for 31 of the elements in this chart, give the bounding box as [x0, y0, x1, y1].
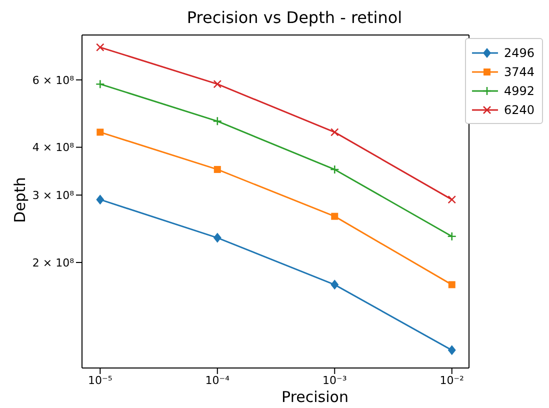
- legend-label: 3744: [504, 64, 535, 78]
- x-tick-label: 10⁻²: [440, 374, 464, 387]
- y-tick-label: 4 × 10⁸: [32, 141, 75, 154]
- point: [330, 128, 339, 136]
- y-tick-label: 3 × 10⁸: [32, 188, 75, 202]
- chart-title: Precision vs Depth - retinol: [186, 8, 404, 27]
- point: [96, 194, 104, 205]
- point: [330, 280, 339, 290]
- legend-label: 2496: [504, 46, 535, 60]
- legend-label: 6240: [504, 102, 535, 116]
- point: [448, 195, 456, 204]
- y-tick-label: 6 × 10⁸: [32, 74, 75, 87]
- point: [96, 79, 105, 89]
- y-tick-label: 2 × 10⁸: [32, 256, 75, 270]
- point: [96, 43, 104, 52]
- point: [214, 166, 221, 173]
- point: [96, 128, 104, 136]
- x-tick-label: 10⁻⁴: [205, 374, 230, 387]
- point: [448, 281, 456, 288]
- legend-label: 4992: [504, 84, 535, 98]
- point: [448, 345, 456, 356]
- point: [447, 232, 457, 242]
- y-axis-title: Depth: [11, 177, 29, 223]
- point: [330, 164, 340, 174]
- point: [213, 232, 222, 243]
- point: [331, 212, 338, 220]
- x-axis-title: Precision: [280, 388, 350, 406]
- point: [213, 80, 222, 88]
- point: [212, 116, 222, 126]
- x-tick-label: 10⁻³: [322, 374, 347, 387]
- x-tick-label: 10⁻⁵: [88, 374, 112, 387]
